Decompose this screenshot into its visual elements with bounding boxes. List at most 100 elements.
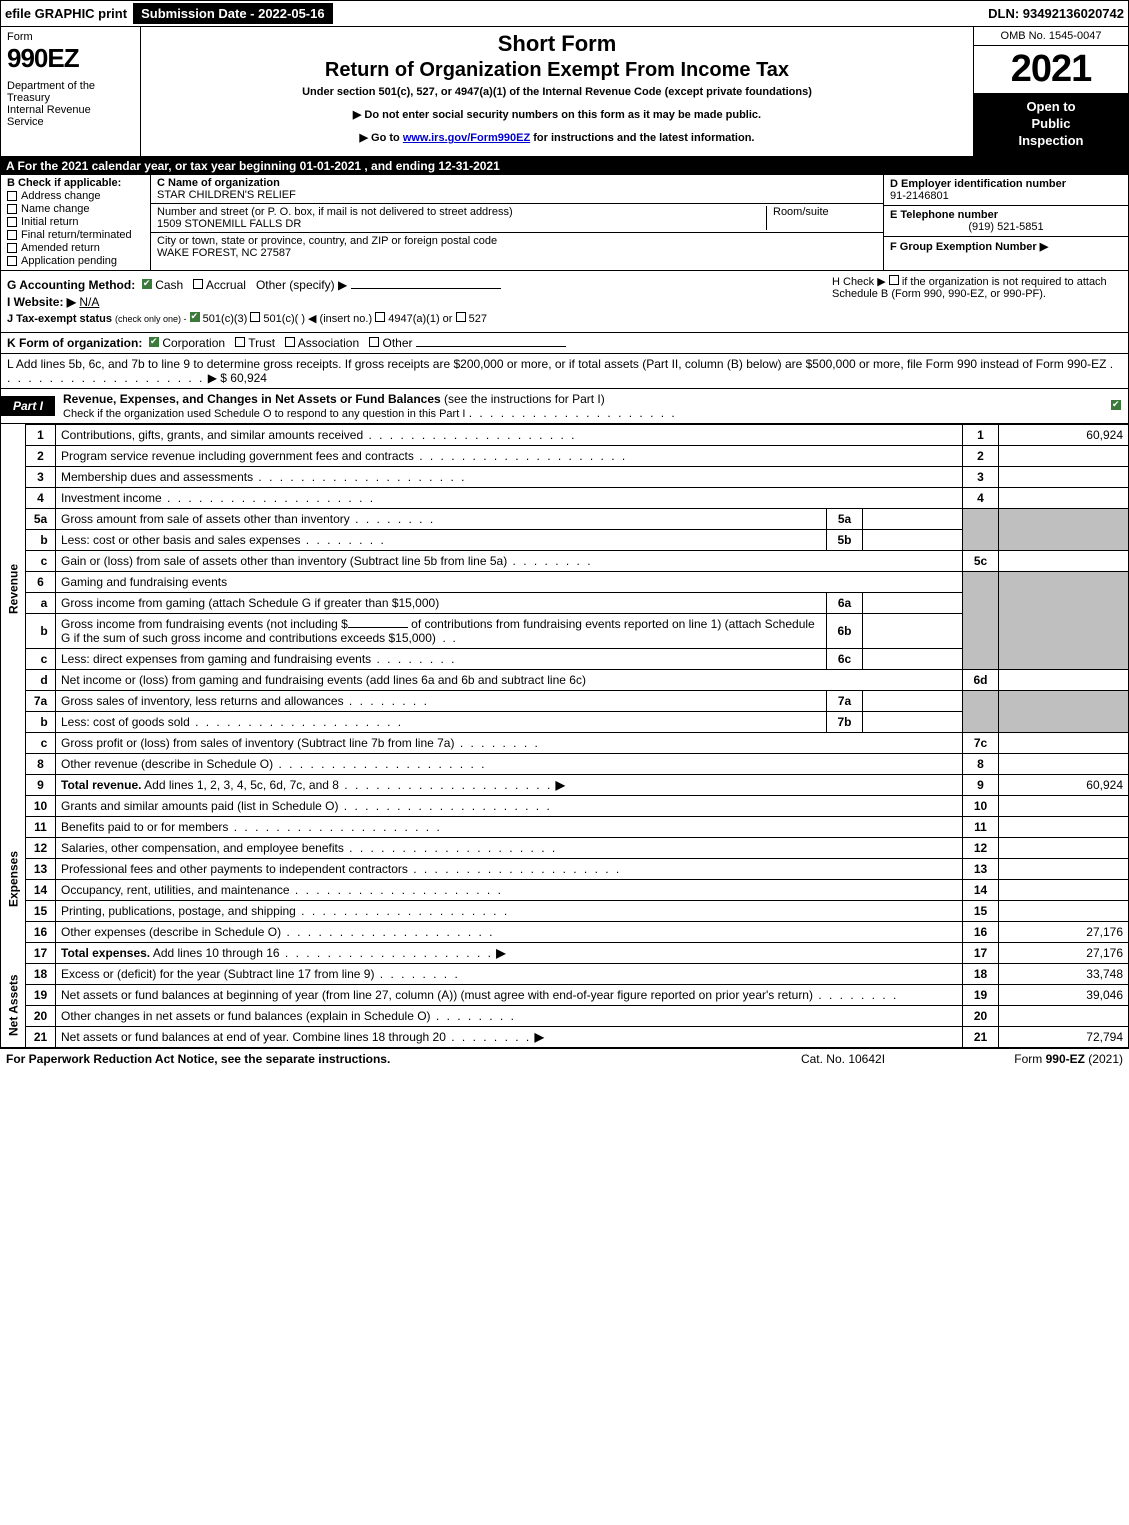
netassets-label: Net Assets [1,963,26,1047]
other-specify-field[interactable] [351,288,501,289]
line9-value: 60,924 [999,774,1129,795]
checkbox-icon [7,230,17,240]
note-ssn: ▶ Do not enter social security numbers o… [149,108,965,121]
table-row: 8 Other revenue (describe in Schedule O)… [1,753,1129,774]
room-label: Room/suite [773,206,829,218]
org-name-label: C Name of organization [157,177,280,189]
note2-pre: ▶ Go to [360,132,403,144]
section-b: B Check if applicable: Address change Na… [1,175,151,270]
expenses-label: Expenses [1,795,26,963]
check-final-return[interactable]: Final return/terminated [7,229,144,241]
section-g: G Accounting Method: Cash Accrual Other … [7,278,822,292]
header-left: Form 990EZ Department of theTreasuryInte… [1,27,141,156]
section-l: L Add lines 5b, 6c, and 7b to line 9 to … [0,354,1129,389]
section-h: H Check ▶ if the organization is not req… [822,275,1122,328]
form-word: Form [7,31,134,43]
form-footer-label: Form 990-EZ (2021) [943,1052,1123,1066]
irs-link[interactable]: www.irs.gov/Form990EZ [403,132,530,144]
part1-tab: Part I [1,396,55,416]
subtitle: Under section 501(c), 527, or 4947(a)(1)… [149,86,965,98]
section-k: K Form of organization: Corporation Trus… [0,333,1129,354]
line1-value: 60,924 [999,424,1129,445]
checkbox-trust-icon [235,337,245,347]
short-form-title: Short Form [149,31,965,57]
section-d: D Employer identification number 91-2146… [884,175,1128,206]
efile-label: efile GRAPHIC print [5,6,127,21]
line17-value: 27,176 [999,942,1129,963]
paperwork-notice: For Paperwork Reduction Act Notice, see … [6,1052,743,1066]
check-name-change[interactable]: Name change [7,203,144,215]
table-row: 5a Gross amount from sale of assets othe… [1,508,1129,529]
table-row: Expenses 10 Grants and similar amounts p… [1,795,1129,816]
checkbox-other-icon [369,337,379,347]
table-row: 16 Other expenses (describe in Schedule … [1,921,1129,942]
table-row: 7a Gross sales of inventory, less return… [1,690,1129,711]
revenue-label: Revenue [1,424,26,753]
part1-header: Part I Revenue, Expenses, and Changes in… [0,389,1129,424]
checkbox-icon [7,256,17,266]
table-row: 20 Other changes in net assets or fund b… [1,1005,1129,1026]
street-label: Number and street (or P. O. box, if mail… [157,206,513,218]
department: Department of theTreasuryInternal Revenu… [7,80,134,128]
table-row: 3 Membership dues and assessments 3 [1,466,1129,487]
table-row: 13 Professional fees and other payments … [1,858,1129,879]
section-e: E Telephone number (919) 521-5851 [884,206,1128,237]
table-row: 19 Net assets or fund balances at beginn… [1,984,1129,1005]
checkbox-assoc-icon [285,337,295,347]
checkbox-501c3-icon [190,312,200,322]
checkbox-4947-icon [375,312,385,322]
checkbox-cash-icon [142,279,152,289]
check-address-change[interactable]: Address change [7,190,144,202]
org-name-row: C Name of organization STAR CHILDREN'S R… [151,175,883,204]
table-row: 9 Total revenue. Add lines 1, 2, 3, 4, 5… [1,774,1129,795]
check-application-pending[interactable]: Application pending [7,255,144,267]
tax-year: 2021 [974,46,1128,93]
part1-check [1104,399,1128,413]
header-center: Short Form Return of Organization Exempt… [141,27,973,156]
checkbox-icon [7,217,17,227]
section-def: D Employer identification number 91-2146… [883,175,1128,270]
part1-table: Revenue 1 Contributions, gifts, grants, … [0,424,1129,1048]
check-initial-return[interactable]: Initial return [7,216,144,228]
city-value: WAKE FOREST, NC 27587 [157,247,291,259]
main-title: Return of Organization Exempt From Incom… [149,59,965,82]
checkbox-accrual-icon [193,279,203,289]
org-street-row: Number and street (or P. O. box, if mail… [151,204,883,233]
table-row: b Less: cost of goods sold 7b [1,711,1129,732]
table-row: c Less: direct expenses from gaming and … [1,648,1129,669]
table-row: 12 Salaries, other compensation, and emp… [1,837,1129,858]
checkbox-corp-icon [149,337,159,347]
sections-ghij: G Accounting Method: Cash Accrual Other … [0,271,1129,333]
part1-title-wrap: Revenue, Expenses, and Changes in Net As… [55,389,1104,423]
section-j: J Tax-exempt status (check only one) - 5… [7,312,822,325]
section-c: C Name of organization STAR CHILDREN'S R… [151,175,883,270]
cat-number: Cat. No. 10642I [743,1052,943,1066]
table-row: Revenue 1 Contributions, gifts, grants, … [1,424,1129,445]
submission-date: Submission Date - 2022-05-16 [133,3,333,24]
meta-left: G Accounting Method: Cash Accrual Other … [7,275,822,328]
checkbox-h-icon [889,275,899,285]
checkbox-icon [7,191,17,201]
line19-value: 39,046 [999,984,1129,1005]
section-f: F Group Exemption Number ▶ [884,237,1128,256]
omb-number: OMB No. 1545-0047 [974,27,1128,46]
table-row: 21 Net assets or fund balances at end of… [1,1026,1129,1047]
check-amended-return[interactable]: Amended return [7,242,144,254]
table-row: Net Assets 18 Excess or (deficit) for th… [1,963,1129,984]
table-row: c Gain or (loss) from sale of assets oth… [1,550,1129,571]
website-value: N/A [79,295,99,309]
dln-label: DLN: 93492136020742 [988,6,1124,21]
section-a: A For the 2021 calendar year, or tax yea… [0,157,1129,175]
checkbox-icon [7,243,17,253]
table-row: 6 Gaming and fundraising events [1,571,1129,592]
org-block: B Check if applicable: Address change Na… [0,175,1129,271]
page-footer: For Paperwork Reduction Act Notice, see … [0,1048,1129,1069]
line18-value: 33,748 [999,963,1129,984]
other-org-field[interactable] [416,346,566,347]
table-row: 14 Occupancy, rent, utilities, and maint… [1,879,1129,900]
checkbox-501c-icon [250,312,260,322]
table-row: 15 Printing, publications, postage, and … [1,900,1129,921]
form-header: Form 990EZ Department of theTreasuryInte… [0,27,1129,157]
section-b-heading: B Check if applicable: [7,177,144,189]
org-name-value: STAR CHILDREN'S RELIEF [157,189,296,201]
